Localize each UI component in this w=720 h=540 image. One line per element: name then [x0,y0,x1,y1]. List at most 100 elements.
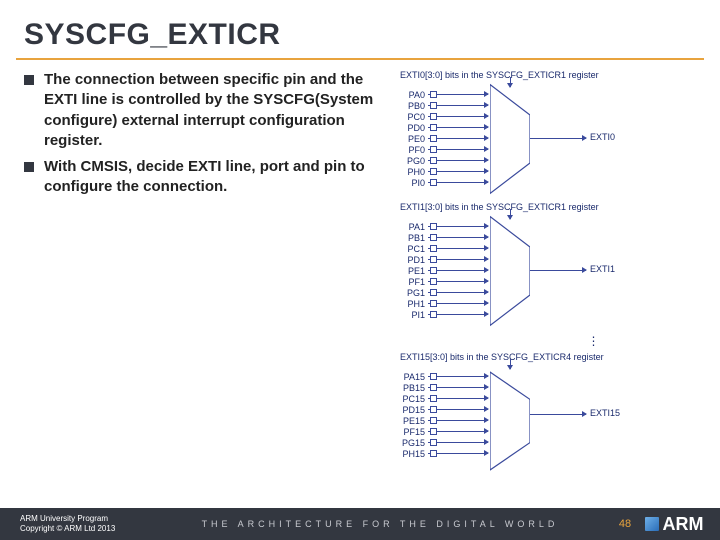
pin-arrow-icon [428,409,488,410]
pin-list: PA15PB15PC15PD15PE15PF15PG15PH15 [400,371,488,459]
footer-copyright: Copyright © ARM Ltd 2013 [20,524,150,534]
mux-diagram-block: EXTI0[3:0] bits in the SYSCFG_EXTICR1 re… [394,70,694,192]
pin-row: PE15 [400,415,488,426]
pin-label: PE15 [400,416,428,426]
mux-diagram-block: EXTI1[3:0] bits in the SYSCFG_EXTICR1 re… [394,202,694,324]
pin-label: PF15 [400,427,428,437]
diagram-panel: EXTI0[3:0] bits in the SYSCFG_EXTICR1 re… [394,70,694,473]
ellipsis-icon: ⋮ [494,334,694,348]
pin-label: PF0 [400,145,428,155]
output-arrow-icon [530,138,586,139]
diagram-caption: EXTI15[3:0] bits in the SYSCFG_EXTICR4 r… [394,352,694,362]
pin-row: PI0 [400,177,488,188]
pin-arrow-icon [428,387,488,388]
pin-arrow-icon [428,94,488,95]
pin-row: PA0 [400,89,488,100]
pin-arrow-icon [428,226,488,227]
pin-arrow-icon [428,270,488,271]
pin-list: PA0PB0PC0PD0PE0PF0PG0PH0PI0 [400,89,488,188]
footer-program: ARM University Program [20,514,150,524]
pin-arrow-icon [428,420,488,421]
page-title: SYSCFG_EXTICR [0,0,720,58]
pin-label: PD1 [400,255,428,265]
mux-diagram: PA1PB1PC1PD1PE1PF1PG1PH1PI1 EXTI1 [394,215,694,324]
pin-label: PA15 [400,372,428,382]
pin-arrow-icon [428,442,488,443]
pin-label: PC15 [400,394,428,404]
logo-icon [645,517,659,531]
content-area: The connection between specific pin and … [0,70,720,473]
pin-label: PG15 [400,438,428,448]
mux-icon [490,83,530,195]
pin-row: PE0 [400,133,488,144]
pin-arrow-icon [428,248,488,249]
footer-credits: ARM University Program Copyright © ARM L… [0,514,150,533]
footer: ARM University Program Copyright © ARM L… [0,508,720,540]
pin-arrow-icon [428,171,488,172]
pin-arrow-icon [428,149,488,150]
mux-shape [490,365,530,463]
pin-arrow-icon [428,138,488,139]
pin-label: PB1 [400,233,428,243]
pin-row: PB1 [400,232,488,243]
pin-row: PC1 [400,243,488,254]
pin-label: PF1 [400,277,428,287]
pin-label: PG1 [400,288,428,298]
mux-icon [490,215,530,327]
mux-shape [490,215,530,324]
output-arrow-icon [530,270,586,271]
pin-label: PA0 [400,90,428,100]
pin-arrow-icon [428,160,488,161]
pin-row: PH1 [400,298,488,309]
output-label: EXTI15 [590,408,620,418]
slide: SYSCFG_EXTICR The connection between spe… [0,0,720,540]
pin-arrow-icon [428,398,488,399]
mux-shape [490,83,530,192]
output-label: EXTI1 [590,264,615,274]
pin-label: PI0 [400,178,428,188]
pin-row: PG15 [400,437,488,448]
logo-text: ARM [663,514,704,535]
pin-arrow-icon [428,431,488,432]
diagram-caption: EXTI1[3:0] bits in the SYSCFG_EXTICR1 re… [394,202,694,212]
pin-label: PH0 [400,167,428,177]
title-underline [16,58,704,60]
output-arrow-icon [530,414,586,415]
pin-row: PI1 [400,309,488,320]
pin-label: PB0 [400,101,428,111]
pin-row: PC0 [400,111,488,122]
pin-arrow-icon [428,292,488,293]
pin-row: PA1 [400,221,488,232]
bullet-icon [24,162,34,172]
pin-row: PF15 [400,426,488,437]
bullet-text: With CMSIS, decide EXTI line, port and p… [44,157,384,198]
list-item: With CMSIS, decide EXTI line, port and p… [24,157,384,198]
pin-label: PA1 [400,222,428,232]
diagram-caption: EXTI0[3:0] bits in the SYSCFG_EXTICR1 re… [394,70,694,80]
pin-arrow-icon [428,376,488,377]
mux-diagram: PA15PB15PC15PD15PE15PF15PG15PH15 EXTI15 [394,365,694,463]
pin-label: PG0 [400,156,428,166]
bullet-icon [24,75,34,85]
pin-arrow-icon [428,105,488,106]
list-item: The connection between specific pin and … [24,70,384,151]
pin-row: PA15 [400,371,488,382]
mux-icon [490,365,530,477]
pin-row: PF1 [400,276,488,287]
bullet-text: The connection between specific pin and … [44,70,384,151]
bullet-list: The connection between specific pin and … [24,70,394,473]
pin-label: PD0 [400,123,428,133]
pin-label: PI1 [400,310,428,320]
pin-row: PF0 [400,144,488,155]
page-number: 48 [610,518,640,530]
pin-row: PH0 [400,166,488,177]
pin-label: PC0 [400,112,428,122]
pin-list: PA1PB1PC1PD1PE1PF1PG1PH1PI1 [400,221,488,320]
mux-diagram-block: EXTI15[3:0] bits in the SYSCFG_EXTICR4 r… [394,352,694,463]
pin-label: PC1 [400,244,428,254]
pin-label: PD15 [400,405,428,415]
pin-row: PD15 [400,404,488,415]
pin-row: PB0 [400,100,488,111]
pin-row: PG0 [400,155,488,166]
pin-row: PD0 [400,122,488,133]
